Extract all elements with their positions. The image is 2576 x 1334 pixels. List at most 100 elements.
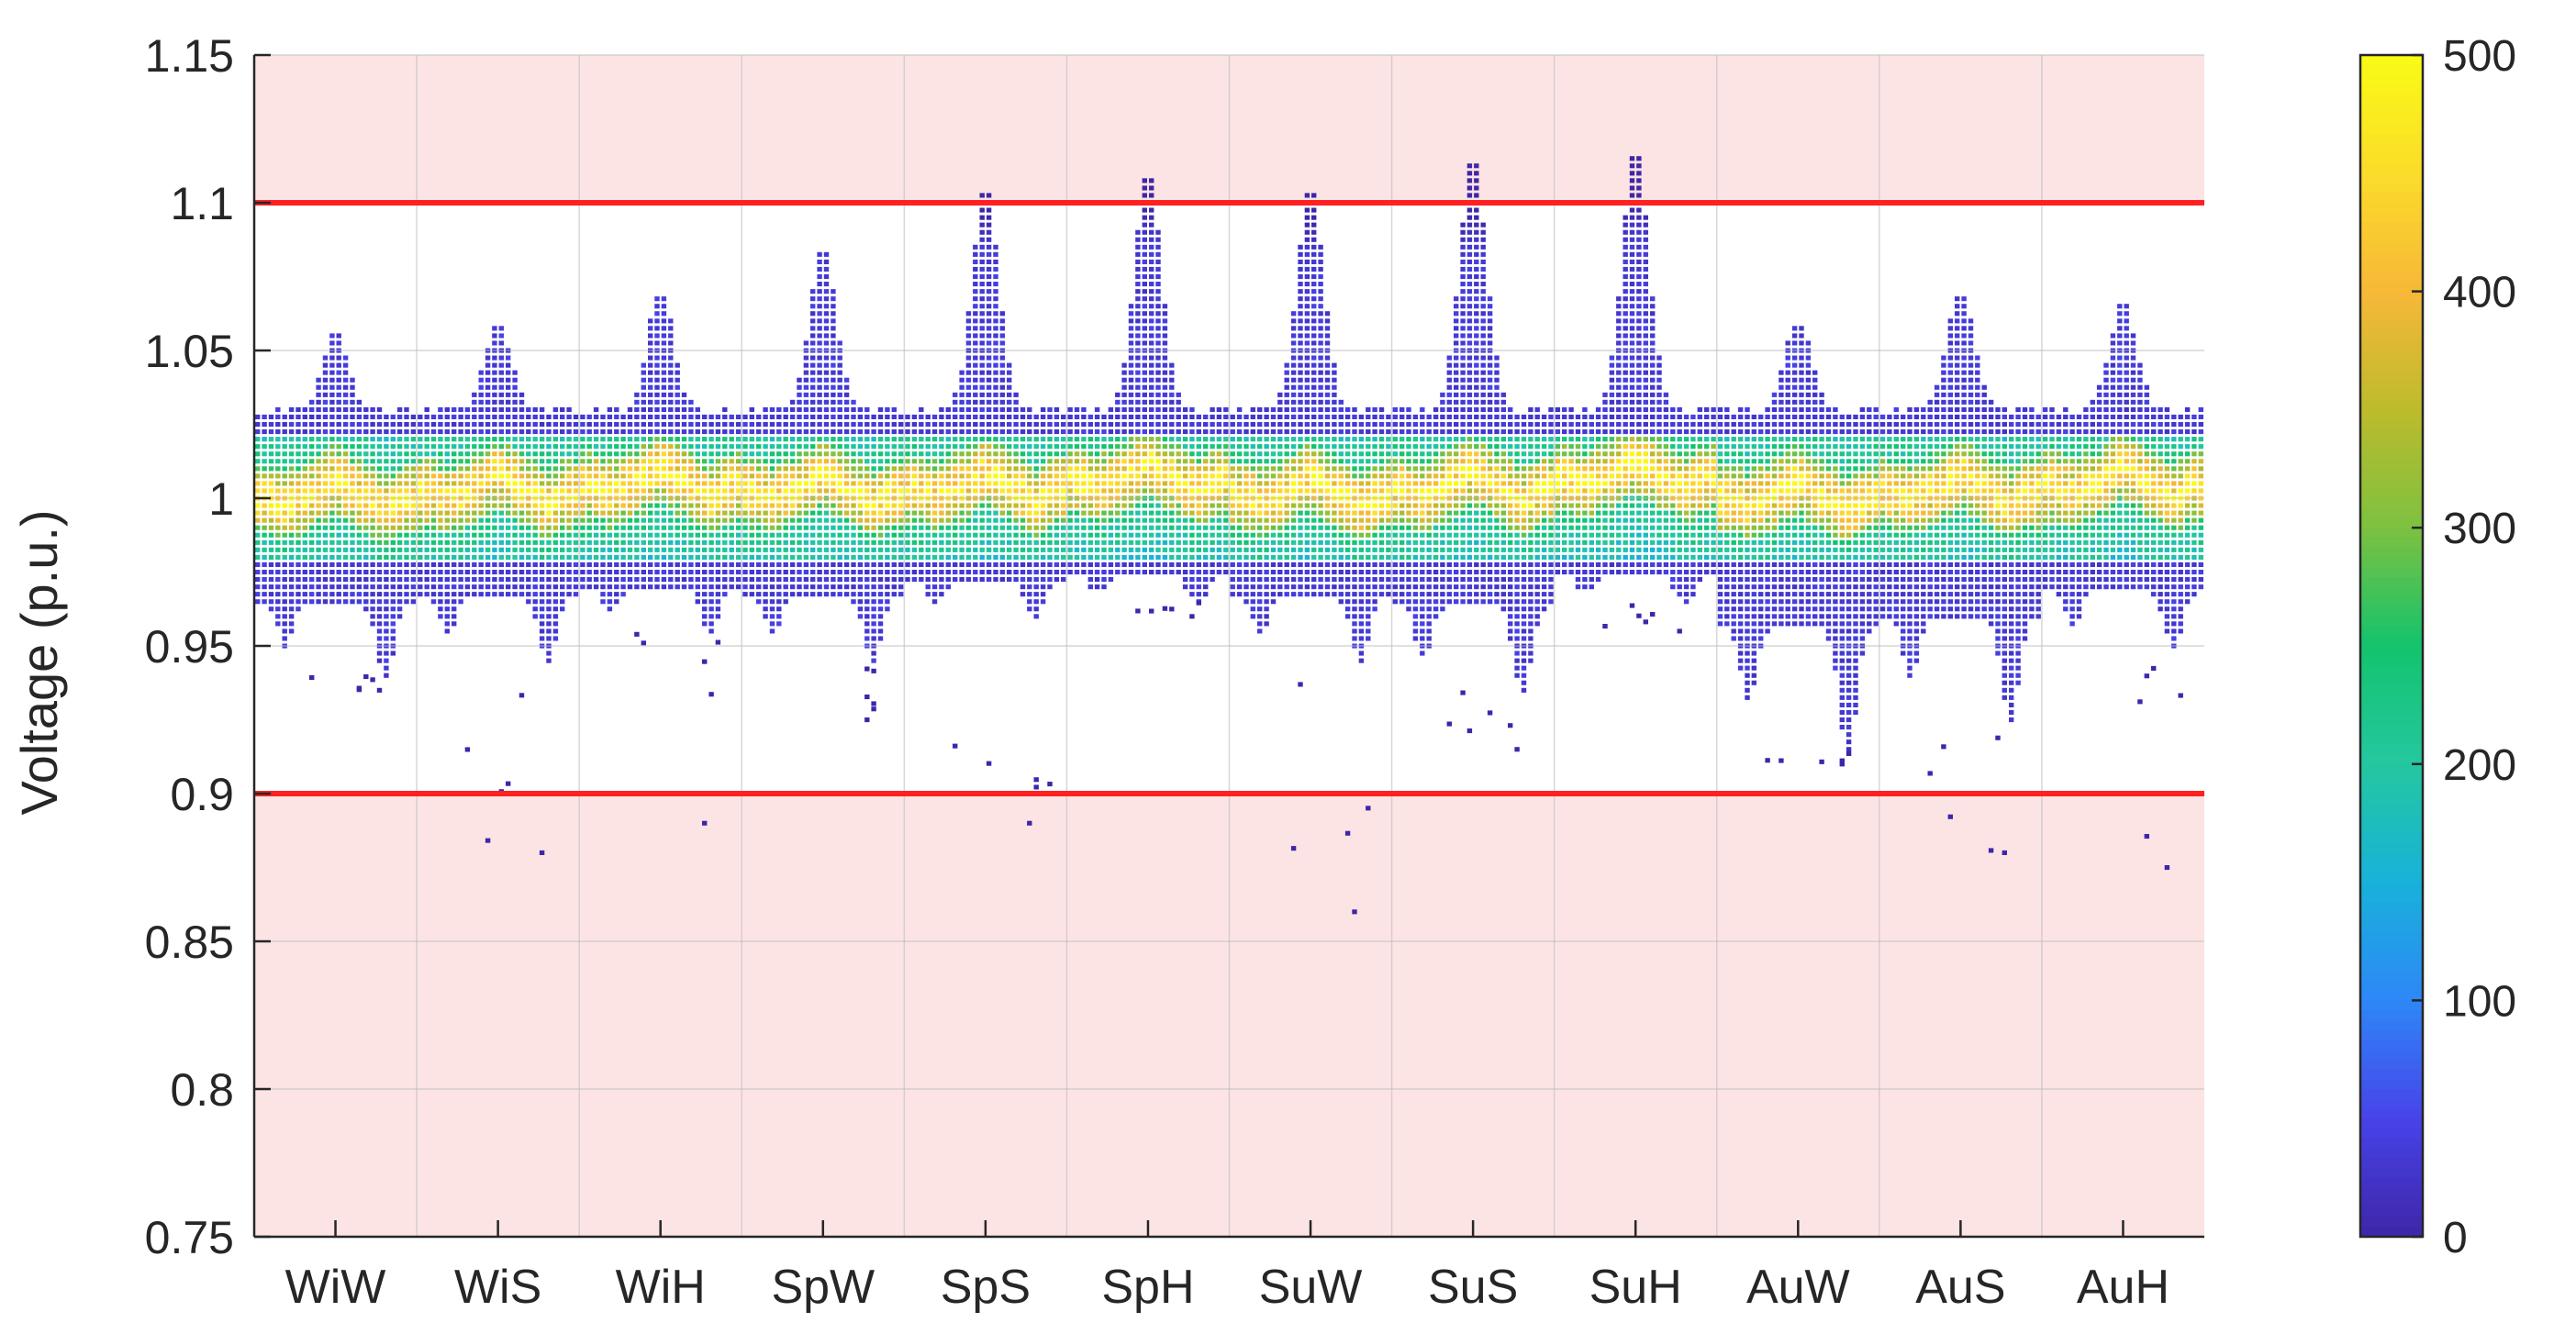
heat-cell [1203,437,1208,441]
heat-cell [980,562,985,567]
heat-cell [1121,429,1126,434]
heat-cell [1061,504,1065,508]
heat-cell [472,481,476,485]
heat-cell [391,488,396,493]
heat-cell [316,466,320,471]
heat-cell [980,267,985,272]
heat-cell [1305,289,1310,294]
heat-cell [892,518,897,523]
heat-cell [540,518,544,523]
heat-cell [784,422,788,427]
heat-cell [810,407,815,412]
heat-cell [438,584,442,589]
heat-cell [425,570,429,574]
heat-cell [1332,584,1336,589]
heat-cell [1325,356,1330,361]
heat-cell [343,592,348,596]
heat-cell [662,504,666,508]
heat-cell [472,511,476,516]
heat-cell [831,584,835,589]
heat-cell [404,473,408,478]
heat-cell [993,260,998,264]
heat-cell [932,511,937,516]
heat-cell [790,437,795,441]
heat-cell [1305,473,1310,478]
heat-cell [350,407,354,412]
heat-cell [668,540,673,545]
heat-cell [946,555,951,560]
heat-cell [634,415,639,419]
heat-cell [926,511,931,516]
heat-cell [620,570,625,574]
heat-cell [1163,363,1167,368]
heat-cell [492,562,496,567]
heat-cell [506,555,510,560]
heat-cell [790,400,795,405]
heat-cell [939,504,943,508]
heat-cell [987,363,991,368]
heat-cell [275,504,280,508]
heat-cell [871,606,875,611]
heat-cell [987,415,991,419]
heat-cell [1257,415,1262,419]
heat-cell [452,444,456,449]
heat-cell [851,518,855,523]
heat-cell [560,481,564,485]
heat-cell [770,437,775,441]
heat-cell [1129,444,1133,449]
heat-cell [391,511,396,516]
heat-cell [810,415,815,419]
heat-cell [926,429,931,434]
heat-cell [1223,422,1228,427]
heat-cell [289,628,294,633]
heat-cell [1135,444,1140,449]
heat-cell [506,548,510,552]
heat-cell [1210,533,1214,538]
heat-cell [716,562,720,567]
heat-cell-outlier [634,632,639,637]
heat-cell [1217,518,1221,523]
heat-cell [262,451,266,456]
heat-cell [1007,400,1011,405]
heat-cell [1143,481,1147,485]
heat-cell [580,504,585,508]
heat-cell [1041,488,1045,493]
heat-cell [553,415,558,419]
heat-cell [1054,555,1059,560]
heat-cell [391,584,396,589]
heat-cell [283,511,287,516]
heat-cell [784,437,788,441]
heat-cell [560,488,564,493]
heat-cell [966,333,971,338]
heat-cell [898,570,903,574]
heat-cell [831,333,835,338]
heat-cell [730,466,734,471]
heat-cell [546,555,551,560]
heat-cell [1277,562,1282,567]
heat-cell [864,606,869,611]
heat-cell [445,548,450,552]
heat-cell [993,371,998,375]
heat-cell [479,473,484,478]
heat-cell [1183,533,1188,538]
heat-cell [1155,238,1160,242]
heat-cell [1027,437,1032,441]
heat-cell [275,548,280,552]
heat-cell [1251,614,1255,618]
heat-cell [1034,422,1039,427]
heat-cell [1129,393,1133,397]
heat-cell [492,473,496,478]
heat-cell [499,451,504,456]
heat-cell [1345,584,1350,589]
heat-cell [648,393,652,397]
heat-cell [620,473,625,478]
heat-cell [438,562,442,567]
heat-cell [1041,473,1045,478]
heat-cell [283,592,287,596]
heat-cell [337,540,341,545]
heat-cell [1034,466,1039,471]
heat-cell [519,415,524,419]
heat-cell [1149,178,1154,183]
heat-cell [1243,526,1248,530]
heat-cell [993,400,998,405]
